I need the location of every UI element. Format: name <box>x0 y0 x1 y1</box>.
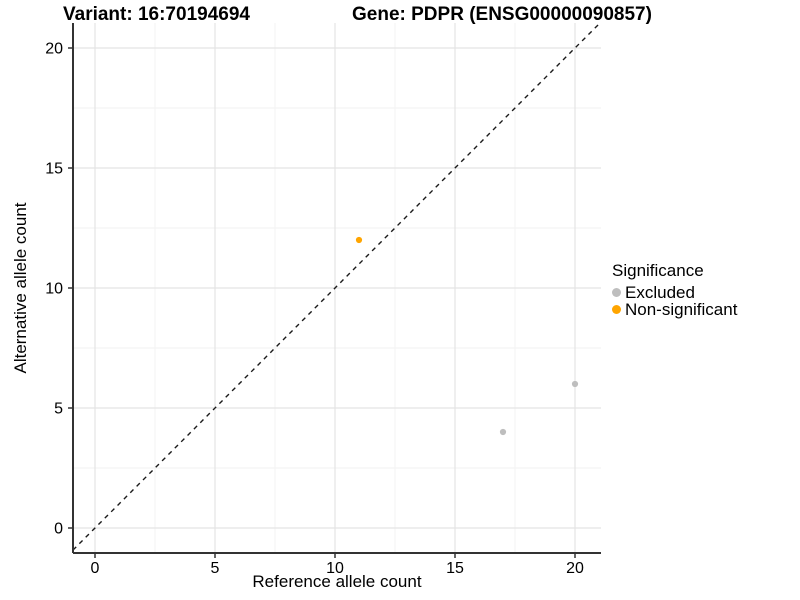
y-tick-label: 10 <box>45 281 63 298</box>
y-tick-label: 0 <box>54 521 63 538</box>
variant-title: Variant: 16:70194694 <box>63 4 250 25</box>
legend-dot-icon <box>612 305 621 314</box>
legend-item: Non-significant <box>612 301 737 318</box>
x-tick-label: 0 <box>91 560 100 577</box>
x-tick-label: 20 <box>566 560 584 577</box>
x-axis-title: Reference allele count <box>252 572 422 591</box>
x-tick-label: 15 <box>446 560 464 577</box>
gene-title: Gene: PDPR (ENSG00000090857) <box>352 4 652 25</box>
legend-item-label: Excluded <box>625 283 695 302</box>
y-tick-label: 5 <box>54 401 63 418</box>
legend-item: Excluded <box>612 284 737 301</box>
x-tick-label: 5 <box>211 560 220 577</box>
legend-title: Significance <box>612 261 704 280</box>
identity-line <box>72 22 601 551</box>
y-axis-title: Alternative allele count <box>11 202 30 374</box>
legend-item-label: Non-significant <box>625 300 738 319</box>
data-point-excluded <box>571 380 579 388</box>
legend-dot-icon <box>612 288 621 297</box>
y-tick-label: 20 <box>45 41 63 58</box>
data-point-excluded <box>499 428 507 436</box>
legend: Significance Excluded Non-significant <box>612 261 737 318</box>
y-tick-label: 15 <box>45 161 63 178</box>
x-tick-label: 10 <box>326 560 344 577</box>
data-point-non-significant <box>355 236 363 244</box>
